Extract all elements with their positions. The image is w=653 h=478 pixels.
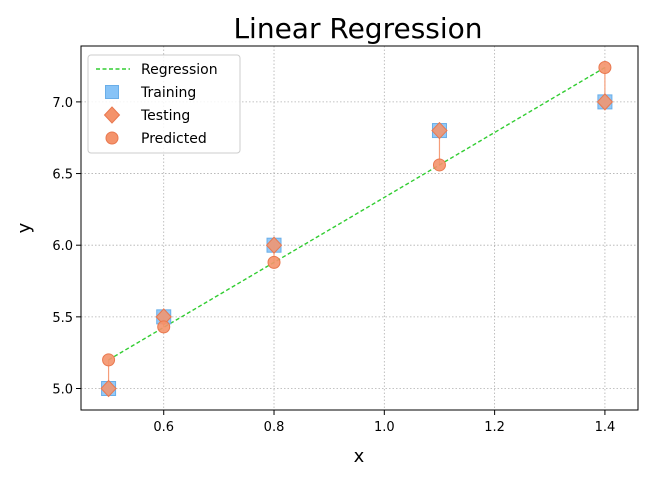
predicted-point [598, 60, 612, 74]
predicted-point [102, 353, 116, 367]
predicted-point [267, 255, 281, 269]
y-tick-label: 6.0 [52, 239, 73, 254]
testing-point [265, 236, 283, 254]
legend-predicted-swatch [105, 131, 119, 145]
predicted-point [157, 320, 171, 334]
legend-label-testing: Testing [140, 108, 190, 124]
plot-frame [80, 45, 639, 411]
predicted-point [432, 158, 446, 172]
legend-label-regression: Regression [141, 62, 218, 78]
markers [100, 60, 614, 398]
testing-point [100, 379, 117, 398]
legend-label-training: Training [140, 85, 196, 101]
legend-label-predicted: Predicted [141, 131, 207, 147]
x-ticks: 0.6 0.8 1.0 1.2 1.4 [153, 410, 615, 435]
x-tick-label: 1.4 [595, 420, 616, 435]
x-tick-label: 0.8 [264, 420, 285, 435]
chart-title: Linear Regression [233, 12, 482, 45]
testing-point [431, 121, 448, 140]
y-tick-label: 7.0 [52, 96, 73, 111]
legend: Regression Training Testing Predicted [87, 54, 241, 154]
y-tick-label: 5.5 [52, 311, 73, 326]
y-axis-label: y [14, 222, 35, 233]
y-ticks: 5.0 5.5 6.0 6.5 7.0 [52, 96, 81, 398]
y-tick-label: 6.5 [52, 168, 73, 183]
regression-line [108, 66, 606, 361]
legend-training-swatch [105, 85, 119, 99]
y-tick-label: 5.0 [52, 383, 73, 398]
x-tick-label: 1.0 [374, 420, 395, 435]
testing-point [596, 93, 614, 111]
x-tick-label: 1.2 [484, 420, 505, 435]
x-axis-label: x [354, 446, 365, 467]
x-tick-label: 0.6 [153, 420, 174, 435]
regression-line-group [108, 66, 606, 361]
legend-frame [87, 54, 241, 154]
legend-testing-swatch [103, 106, 121, 124]
